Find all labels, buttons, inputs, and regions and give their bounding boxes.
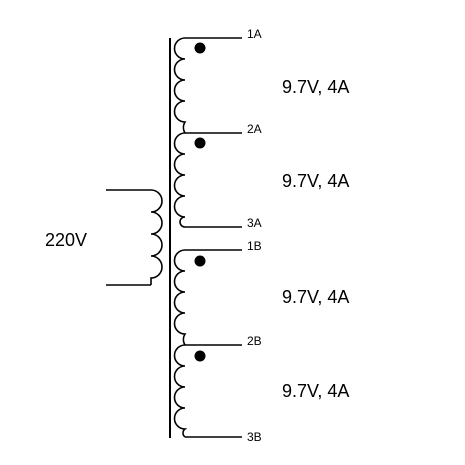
polarity-dot [194, 255, 206, 267]
coil-2a-3a [173, 132, 186, 228]
secondary-winding-b [173, 249, 242, 438]
pin-label-3a: 3A [247, 216, 262, 230]
pin-label-1b: 1B [247, 239, 262, 253]
polarity-dot [194, 42, 206, 54]
polarity-dot [194, 350, 206, 362]
primary-coil [150, 189, 163, 285]
pin-label-1a: 1A [247, 27, 262, 41]
winding-rating: 9.7V, 4A [282, 381, 349, 401]
coil-1b-2b [173, 249, 187, 346]
primary-winding: 220V [45, 189, 163, 286]
pin-label-2b: 2B [247, 334, 262, 348]
polarity-dot [194, 137, 206, 149]
winding-rating: 9.7V, 4A [282, 287, 349, 307]
coil-2b-3b [173, 344, 188, 438]
primary-voltage-label: 220V [45, 230, 87, 250]
coil-1a-2a [173, 37, 187, 134]
pin-label-2a: 2A [247, 122, 262, 136]
secondary-winding-a [173, 37, 242, 228]
winding-rating: 9.7V, 4A [282, 77, 349, 97]
winding-rating: 9.7V, 4A [282, 171, 349, 191]
pin-label-3b: 3B [247, 430, 262, 444]
